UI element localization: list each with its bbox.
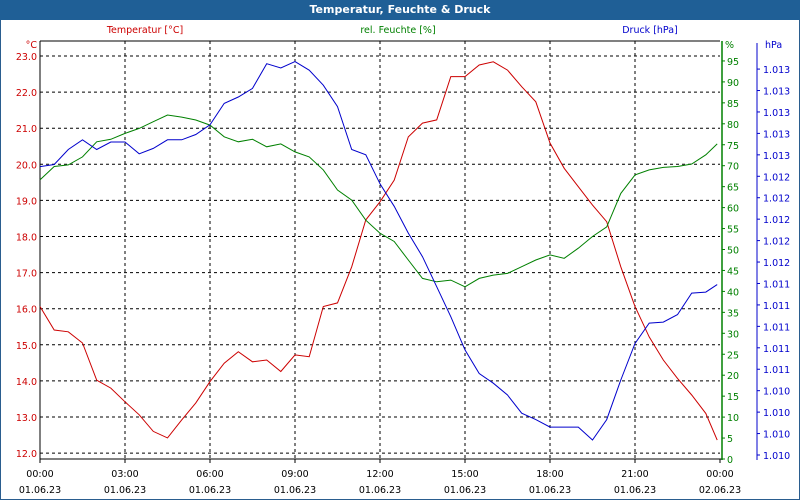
x-tick-date: 01.06.23 [274,485,316,496]
unit-pressure: hPa [765,40,782,51]
y-tick-pressure: 1.011 [763,344,790,355]
y-tick-humidity: 55 [727,225,739,236]
y-tick-pressure: 1.010 [763,387,790,398]
y-tick-temperature: 18.0 [16,233,37,244]
y-tick-humidity: 50 [727,246,739,257]
legend-pressure: Druck [hPa] [622,25,678,36]
y-tick-humidity: 70 [727,162,739,173]
y-tick-humidity: 90 [727,78,739,89]
y-tick-temperature: 21.0 [16,124,37,135]
y-tick-humidity: 85 [727,99,739,110]
x-tick-date: 02.06.23 [699,485,741,496]
y-tick-humidity: 20 [727,371,739,382]
line-temperature [39,61,718,441]
y-tick-humidity: 65 [727,183,739,194]
legend-temperature: Temperatur [°C] [106,25,183,36]
y-tick-humidity: 45 [727,266,739,277]
y-tick-pressure: 1.011 [763,365,790,376]
y-tick-humidity: 0 [727,455,733,466]
x-tick-time: 21:00 [621,469,648,480]
y-tick-temperature: 13.0 [16,413,37,424]
legend-humidity: rel. Feuchte [%] [360,25,435,36]
y-tick-temperature: 19.0 [16,196,37,207]
y-tick-pressure: 1.012 [763,258,790,269]
x-tick-time: 00:00 [26,469,53,480]
y-tick-temperature: 15.0 [16,341,37,352]
y-tick-pressure: 1.012 [763,172,790,183]
y-tick-pressure: 1.013 [763,87,790,98]
x-tick-time: 18:00 [536,469,563,480]
y-tick-humidity: 30 [727,329,739,340]
x-tick-date: 01.06.23 [189,485,231,496]
series-lines [39,61,718,441]
y-tick-temperature: 20.0 [16,160,37,171]
x-tick-time: 03:00 [111,469,138,480]
y-tick-pressure: 1.010 [763,451,790,462]
y-tick-humidity: 75 [727,141,739,152]
x-tick-date: 01.06.23 [529,485,571,496]
tick-labels: 00:00 01.06.23 03:00 01.06.23 06:00 01.06.23 0… [16,52,790,496]
axes [39,40,760,460]
y-tick-pressure: 1.010 [763,430,790,441]
y-tick-humidity: 25 [727,350,739,361]
x-tick-date: 01.06.23 [19,485,61,496]
y-tick-pressure: 1.011 [763,279,790,290]
y-tick-humidity: 40 [727,287,739,298]
y-tick-humidity: 10 [727,413,739,424]
y-tick-temperature: 16.0 [16,305,37,316]
line-pressure [39,61,718,441]
y-tick-pressure: 1.012 [763,194,790,205]
y-tick-humidity: 5 [727,434,733,445]
unit-temperature: °C [26,40,38,51]
x-tick-time: 09:00 [281,469,308,480]
x-tick-time: 15:00 [451,469,478,480]
x-tick-date: 01.06.23 [614,485,656,496]
y-tick-humidity: 80 [727,120,739,131]
y-tick-humidity: 60 [727,204,739,215]
y-tick-pressure: 1.011 [763,301,790,312]
window-title: Temperatur, Feuchte & Druck [0,0,800,20]
y-tick-humidity: 95 [727,57,739,68]
y-tick-pressure: 1.013 [763,151,790,162]
x-tick-time: 12:00 [366,469,393,480]
grid [39,41,721,463]
x-tick-time: 00:00 [706,469,733,480]
y-tick-pressure: 1.013 [763,108,790,119]
x-tick-date: 01.06.23 [444,485,486,496]
y-tick-temperature: 22.0 [16,88,37,99]
x-tick-date: 01.06.23 [104,485,146,496]
y-tick-pressure: 1.012 [763,237,790,248]
x-tick-time: 06:00 [196,469,223,480]
y-tick-temperature: 14.0 [16,377,37,388]
unit-humidity: % [725,40,734,51]
y-tick-humidity: 35 [727,308,739,319]
y-tick-temperature: 12.0 [16,449,37,460]
y-tick-humidity: 15 [727,392,739,403]
y-tick-temperature: 17.0 [16,269,37,280]
y-tick-pressure: 1.012 [763,215,790,226]
line-humidity [39,114,718,288]
x-tick-date: 01.06.23 [359,485,401,496]
y-tick-pressure: 1.013 [763,129,790,140]
y-tick-pressure: 1.011 [763,322,790,333]
y-tick-temperature: 23.0 [16,52,37,63]
y-tick-pressure: 1.010 [763,408,790,419]
y-tick-pressure: 1.013 [763,65,790,76]
